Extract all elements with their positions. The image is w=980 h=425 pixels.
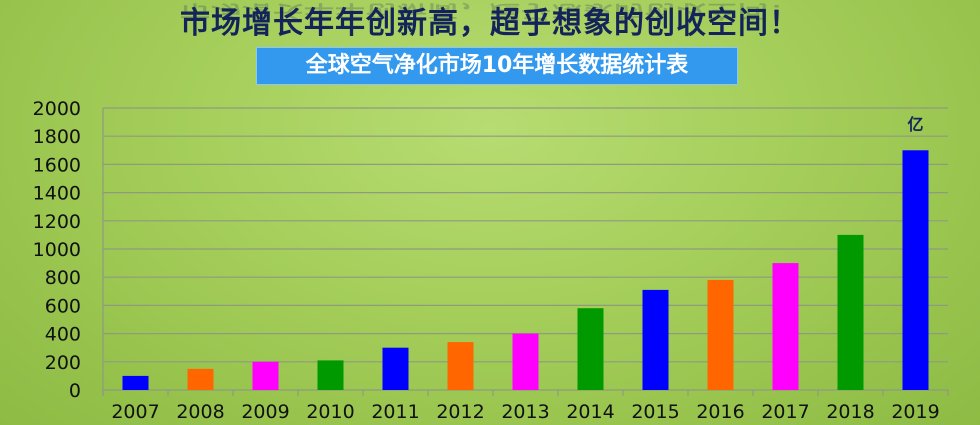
x-tick-label: 2013 — [501, 401, 549, 423]
bar-2017 — [772, 263, 799, 390]
x-tick-label: 2009 — [241, 401, 289, 423]
y-tick-label: 200 — [45, 352, 81, 374]
y-tick-label: 1200 — [33, 211, 81, 233]
y-tick-label: 0 — [69, 380, 81, 402]
bar-2019 — [902, 150, 929, 390]
bar-2013 — [512, 333, 539, 390]
bar-2015 — [642, 289, 669, 390]
x-tick-label: 2008 — [176, 401, 224, 423]
unit-label: 亿 — [907, 115, 923, 134]
bar-2007 — [122, 375, 149, 390]
x-tick-label: 2016 — [696, 401, 744, 423]
x-tick-label: 2017 — [761, 401, 809, 423]
y-tick-label: 400 — [45, 324, 81, 346]
y-tick-label: 600 — [45, 295, 81, 317]
x-tick-label: 2010 — [306, 401, 354, 423]
x-tick-label: 2015 — [631, 401, 679, 423]
bar-2008 — [187, 368, 214, 390]
x-tick-label: 2018 — [826, 401, 874, 423]
bar-2018 — [837, 234, 864, 390]
y-tick-label: 800 — [45, 267, 81, 289]
x-tick-label: 2011 — [371, 401, 419, 423]
bar-2016 — [707, 280, 734, 390]
headline: 市场增长年年创新高，超乎想象的创收空间！ — [180, 6, 800, 41]
x-tick-label: 2014 — [566, 401, 614, 423]
bar-2010 — [317, 360, 344, 390]
y-tick-label: 1000 — [33, 239, 81, 261]
y-tick-label: 1400 — [33, 183, 81, 205]
bar-2011 — [382, 347, 409, 390]
chart-title: 全球空气净化市场10年增长数据统计表 — [256, 47, 738, 85]
y-tick-label: 2000 — [33, 98, 81, 120]
bar-2012 — [447, 342, 474, 390]
bar-2014 — [577, 308, 604, 390]
x-tick-label: 2019 — [891, 401, 939, 423]
x-tick-label: 2012 — [436, 401, 484, 423]
x-tick-label: 2007 — [111, 401, 159, 423]
y-tick-label: 1600 — [33, 154, 81, 176]
bar-2009 — [252, 361, 279, 390]
y-tick-label: 1800 — [33, 126, 81, 148]
